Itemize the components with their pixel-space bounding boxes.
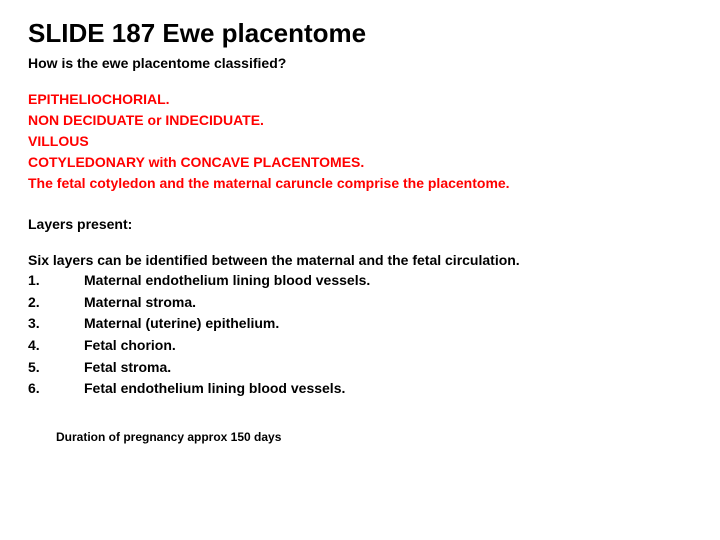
list-item: 5. Fetal stroma. xyxy=(28,357,692,379)
list-number: 6. xyxy=(28,378,84,400)
list-item: 3. Maternal (uterine) epithelium. xyxy=(28,313,692,335)
list-number: 1. xyxy=(28,270,84,292)
footer-note: Duration of pregnancy approx 150 days xyxy=(56,430,692,444)
list-text: Maternal stroma. xyxy=(84,292,196,314)
list-text: Maternal endothelium lining blood vessel… xyxy=(84,270,370,292)
list-text: Fetal chorion. xyxy=(84,335,176,357)
list-text: Maternal (uterine) epithelium. xyxy=(84,313,279,335)
layers-intro: Six layers can be identified between the… xyxy=(28,252,692,268)
list-item: 2. Maternal stroma. xyxy=(28,292,692,314)
classification-line: VILLOUS xyxy=(28,131,692,152)
classification-line: EPITHELIOCHORIAL. xyxy=(28,89,692,110)
list-item: 1. Maternal endothelium lining blood ves… xyxy=(28,270,692,292)
list-item: 6. Fetal endothelium lining blood vessel… xyxy=(28,378,692,400)
list-number: 4. xyxy=(28,335,84,357)
list-item: 4. Fetal chorion. xyxy=(28,335,692,357)
slide-title: SLIDE 187 Ewe placentome xyxy=(28,18,692,49)
list-number: 3. xyxy=(28,313,84,335)
classification-block: EPITHELIOCHORIAL. NON DECIDUATE or INDEC… xyxy=(28,89,692,194)
classification-line: COTYLEDONARY with CONCAVE PLACENTOMES. xyxy=(28,152,692,173)
list-number: 5. xyxy=(28,357,84,379)
list-text: Fetal stroma. xyxy=(84,357,171,379)
layers-list: 1. Maternal endothelium lining blood ves… xyxy=(28,270,692,400)
classification-line: NON DECIDUATE or INDECIDUATE. xyxy=(28,110,692,131)
list-number: 2. xyxy=(28,292,84,314)
layers-label: Layers present: xyxy=(28,216,692,232)
classification-line: The fetal cotyledon and the maternal car… xyxy=(28,173,692,194)
list-text: Fetal endothelium lining blood vessels. xyxy=(84,378,345,400)
question-text: How is the ewe placentome classified? xyxy=(28,55,692,71)
